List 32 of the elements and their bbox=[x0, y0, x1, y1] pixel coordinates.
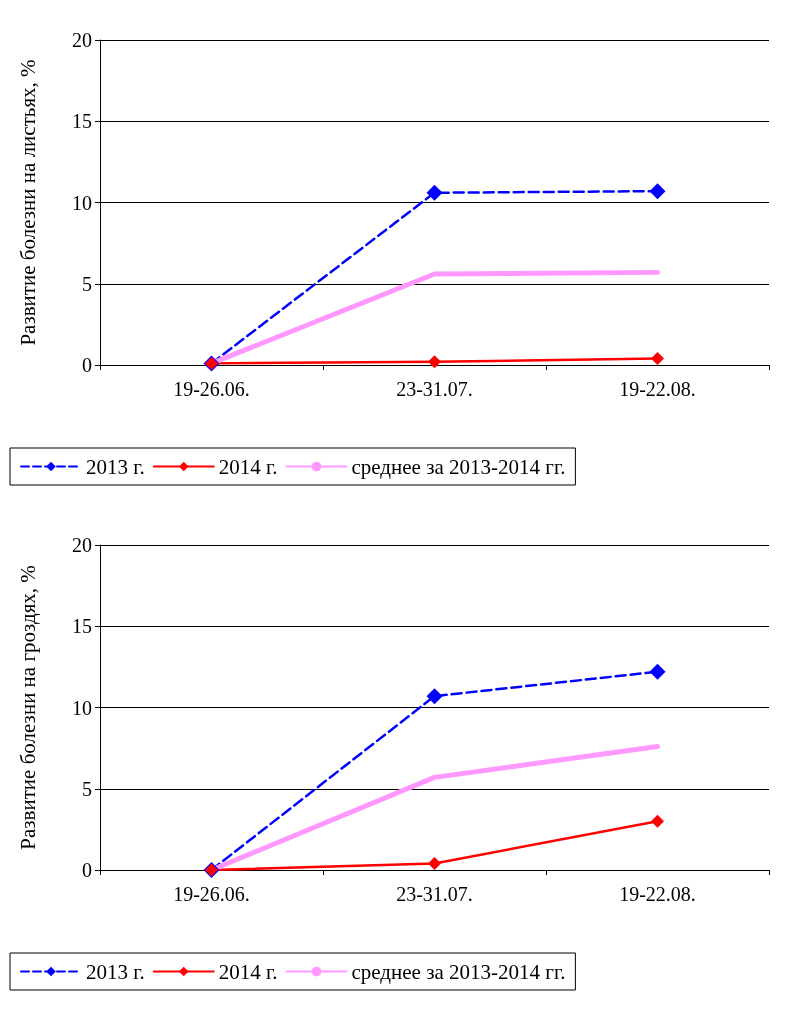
point bbox=[426, 184, 443, 201]
y-tick-label: 15 bbox=[72, 615, 92, 638]
legend-label: 2014 г. bbox=[218, 454, 278, 479]
x-tick-label: 23-31.07. bbox=[396, 378, 473, 400]
point bbox=[428, 857, 441, 870]
point bbox=[649, 183, 666, 200]
y-tick-label: 20 bbox=[72, 29, 92, 51]
point bbox=[426, 688, 443, 705]
y-axis-title: Развитие болезни на листьях, % bbox=[15, 59, 40, 346]
y-tick-label: 0 bbox=[82, 859, 92, 881]
x-tick-label: 19-22.08. bbox=[619, 378, 696, 400]
legend-label: среднее за 2013-2014 гг. bbox=[351, 454, 566, 479]
point bbox=[651, 352, 664, 365]
legend-label: 2013 г. bbox=[86, 454, 145, 479]
legend-label: 2013 г. bbox=[86, 959, 145, 984]
y-axis-title: Развитие болезни на гроздях, % bbox=[15, 565, 40, 850]
y-tick-label: 5 bbox=[82, 272, 92, 295]
point bbox=[649, 663, 666, 680]
y-tick-label: 5 bbox=[82, 777, 92, 800]
x-tick-label: 19-22.08. bbox=[619, 883, 696, 905]
y-tick-label: 0 bbox=[82, 354, 92, 376]
legend-label: среднее за 2013-2014 гг. bbox=[351, 959, 566, 984]
y-tick-label: 15 bbox=[72, 110, 92, 133]
point bbox=[651, 814, 664, 828]
legend-label: 2014 г. bbox=[218, 959, 278, 984]
x-tick-label: 19-26.06. bbox=[173, 883, 250, 905]
y-tick-label: 10 bbox=[72, 696, 92, 719]
x-tick-label: 23-31.07. bbox=[396, 883, 473, 905]
y-tick-label: 20 bbox=[72, 534, 92, 556]
y-tick-label: 10 bbox=[72, 191, 92, 214]
x-tick-label: 19-26.06. bbox=[173, 378, 250, 400]
point bbox=[428, 355, 441, 369]
